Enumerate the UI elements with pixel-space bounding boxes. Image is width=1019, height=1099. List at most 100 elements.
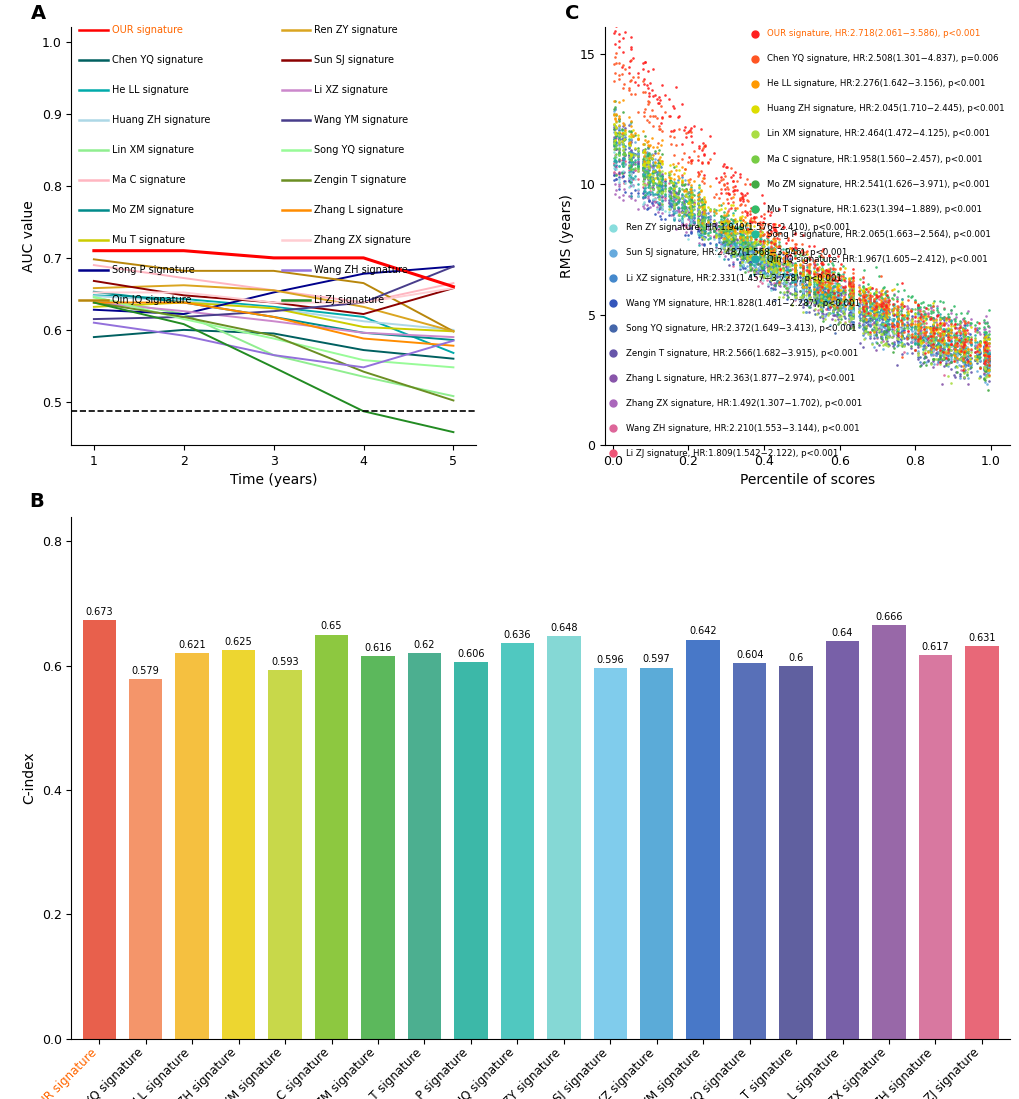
Point <box>821 299 838 317</box>
Point <box>820 297 837 314</box>
Point <box>696 192 712 210</box>
Point <box>951 336 967 354</box>
Point <box>861 318 877 335</box>
Point <box>817 285 834 302</box>
Point <box>821 296 838 313</box>
Point <box>857 306 873 323</box>
Point <box>689 187 705 204</box>
Point <box>872 333 889 351</box>
Point <box>898 303 914 321</box>
Point <box>880 319 897 336</box>
Point <box>844 271 860 289</box>
Point <box>749 262 765 279</box>
Point <box>768 274 785 291</box>
Point <box>969 335 985 353</box>
Point <box>888 314 904 332</box>
Point <box>728 232 744 249</box>
Point <box>931 348 948 366</box>
Point <box>948 326 964 344</box>
Point <box>701 221 717 238</box>
Point <box>867 297 883 314</box>
Point <box>673 212 689 230</box>
Point <box>979 381 996 399</box>
Point <box>755 255 771 273</box>
Point <box>650 174 666 191</box>
Point <box>664 176 681 193</box>
Point <box>850 289 866 307</box>
Point <box>872 307 889 324</box>
Point <box>623 123 639 141</box>
Point <box>931 330 948 347</box>
Point <box>850 296 866 313</box>
Point <box>694 213 710 231</box>
Point <box>923 335 940 353</box>
Point <box>662 174 679 191</box>
Point <box>814 286 830 303</box>
Point <box>931 343 948 360</box>
Point <box>623 144 639 162</box>
Point <box>938 308 955 325</box>
Point <box>689 221 705 238</box>
Point <box>765 266 782 284</box>
Point <box>673 202 689 220</box>
Point <box>977 323 994 341</box>
Point <box>955 336 971 354</box>
Point <box>829 280 846 298</box>
Point <box>918 296 934 313</box>
Point <box>934 317 951 334</box>
Point <box>644 173 660 190</box>
Point <box>754 237 770 255</box>
Point <box>841 290 857 308</box>
Point <box>723 243 740 260</box>
Point <box>805 265 821 282</box>
Point <box>648 186 664 203</box>
Point <box>809 288 825 306</box>
Point <box>791 282 807 300</box>
Point <box>718 211 735 229</box>
Point <box>615 130 632 147</box>
Point <box>923 351 940 368</box>
Point <box>886 310 902 328</box>
Point <box>650 166 666 184</box>
Point <box>898 329 914 346</box>
Point <box>979 356 996 374</box>
Point <box>800 277 816 295</box>
Point <box>758 267 774 285</box>
Point <box>916 344 932 362</box>
Point <box>856 291 872 309</box>
Point <box>650 95 666 112</box>
Point <box>606 157 623 175</box>
Point <box>716 231 733 248</box>
Point <box>940 324 956 342</box>
Point <box>771 224 788 242</box>
Point <box>835 287 851 304</box>
Point <box>909 318 925 335</box>
Point <box>956 343 972 360</box>
Point <box>800 267 816 285</box>
Point <box>800 293 816 311</box>
Point <box>893 329 909 346</box>
Point <box>934 344 951 362</box>
Point <box>922 345 938 363</box>
Point <box>928 334 945 352</box>
Point <box>798 268 814 286</box>
Point <box>855 308 871 325</box>
Point <box>742 254 758 271</box>
Point <box>623 165 639 182</box>
Point <box>652 174 668 191</box>
Point <box>824 303 841 321</box>
Point <box>767 248 784 266</box>
Point <box>723 197 740 214</box>
Point <box>762 234 779 252</box>
Point <box>776 279 793 297</box>
Point <box>893 336 909 354</box>
Point <box>739 220 755 237</box>
Point <box>855 295 871 312</box>
Point <box>610 133 627 151</box>
Point <box>888 307 904 324</box>
Point <box>615 175 632 192</box>
Point <box>660 206 677 223</box>
Point <box>808 267 824 285</box>
Point <box>671 206 687 223</box>
Point <box>793 244 809 262</box>
